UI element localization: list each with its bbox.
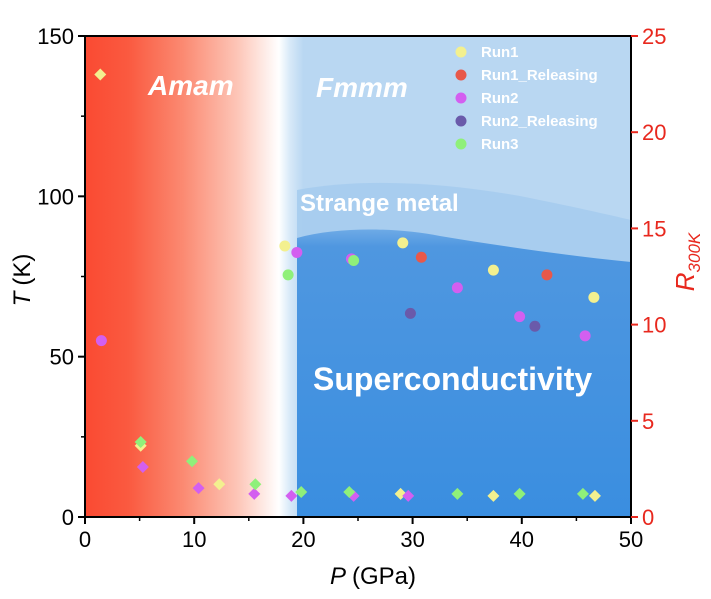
region-label-superconductivity: Superconductivity xyxy=(313,361,592,397)
legend: Run1 Run1_Releasing Run2 Run2_Releasing Run3 xyxy=(455,44,598,153)
y2-tick-label: 20 xyxy=(642,120,666,145)
marker-run3-r300k xyxy=(513,487,526,500)
superconducting-dome xyxy=(297,229,631,517)
x-axis-ticks: 0 10 20 30 40 50 xyxy=(79,517,643,552)
marker-run1-tc xyxy=(279,240,291,252)
y-axis-title: T (K) xyxy=(9,254,36,307)
region-label-strange-metal: Strange metal xyxy=(300,190,459,217)
legend-marker-run1 xyxy=(455,46,467,58)
marker-run3-r300k xyxy=(451,487,464,500)
marker-run2-r300k xyxy=(285,489,298,502)
x-axis-unit: (GPa) xyxy=(352,563,416,590)
x-axis-title: P (GPa) xyxy=(330,563,416,590)
y2-tick-label: 5 xyxy=(642,409,654,434)
marker-run2-tc xyxy=(451,282,463,294)
y-tick-label: 0 xyxy=(62,505,74,530)
marker-run1-r300k xyxy=(487,489,500,502)
x-tick-label: 40 xyxy=(510,527,534,552)
marker-run1-tc xyxy=(588,291,600,303)
y-tick-label: 100 xyxy=(37,184,74,209)
marker-run3-r300k xyxy=(295,485,308,498)
marker-run3-tc xyxy=(282,269,294,281)
y-axis-ticks: 0 50 100 150 xyxy=(37,24,85,530)
marker-run2-releasing-tc xyxy=(404,307,416,319)
legend-label-run2-releasing: Run2_Releasing xyxy=(481,113,598,130)
y2-axis-symbol: R xyxy=(670,272,700,291)
marker-run1-releasing-tc xyxy=(415,251,427,263)
y2-axis-subscript: 300K xyxy=(685,232,704,272)
legend-marker-run1-releasing xyxy=(455,69,467,81)
y-tick-label: 50 xyxy=(50,345,74,370)
legend-label-run1: Run1 xyxy=(481,44,519,61)
marker-run1-tc xyxy=(487,264,499,276)
x-axis-symbol: P xyxy=(330,563,346,590)
marker-run3-r300k xyxy=(249,478,262,491)
x-tick-label: 10 xyxy=(182,527,206,552)
x-tick-label: 0 xyxy=(79,527,91,552)
legend-label-run1-releasing: Run1_Releasing xyxy=(481,67,598,84)
legend-marker-run3 xyxy=(455,138,467,150)
legend-label-run2: Run2 xyxy=(481,90,519,107)
marker-run1-tc xyxy=(397,237,409,249)
x-tick-label: 50 xyxy=(619,527,643,552)
marker-run2-r300k xyxy=(248,487,261,500)
phase-label-amam: Amam xyxy=(147,70,234,101)
legend-label-run3: Run3 xyxy=(481,136,519,153)
data-markers xyxy=(94,68,601,502)
legend-marker-run2-releasing xyxy=(455,115,467,127)
marker-run2-tc xyxy=(579,330,591,342)
marker-run2-r300k xyxy=(192,482,205,495)
y-axis-symbol: T xyxy=(9,289,36,306)
marker-run1-r300k xyxy=(213,478,226,491)
y2-tick-label: 10 xyxy=(642,313,666,338)
y2-tick-label: 0 xyxy=(642,505,654,530)
y2-tick-label: 25 xyxy=(642,24,666,49)
marker-run3-r300k xyxy=(186,455,199,468)
marker-run1-releasing-tc xyxy=(541,269,553,281)
marker-run2-tc xyxy=(291,246,303,258)
marker-run2-r300k xyxy=(136,460,149,473)
marker-run1-r300k xyxy=(94,68,107,81)
phase-label-fmmm: Fmmm xyxy=(316,72,408,103)
y2-axis-title: R300K xyxy=(670,232,704,291)
marker-run3-tc xyxy=(348,254,360,266)
marker-run2-tc xyxy=(95,335,107,347)
marker-run2-releasing-tc xyxy=(529,320,541,332)
plot-background xyxy=(85,36,631,517)
marker-run1-r300k xyxy=(588,489,601,502)
x-tick-label: 20 xyxy=(291,527,315,552)
y-axis-unit: (K) xyxy=(9,254,36,286)
x-tick-label: 30 xyxy=(400,527,424,552)
marker-run3-r300k xyxy=(576,487,589,500)
legend-marker-run2 xyxy=(455,92,467,104)
y2-axis-ticks: 0 5 10 15 20 25 xyxy=(631,24,666,530)
marker-run2-r300k xyxy=(402,489,415,502)
y-tick-label: 150 xyxy=(37,24,74,49)
marker-run3-r300k xyxy=(134,435,147,448)
marker-run3-r300k xyxy=(343,485,356,498)
y2-tick-label: 15 xyxy=(642,216,666,241)
marker-run2-tc xyxy=(514,311,526,323)
